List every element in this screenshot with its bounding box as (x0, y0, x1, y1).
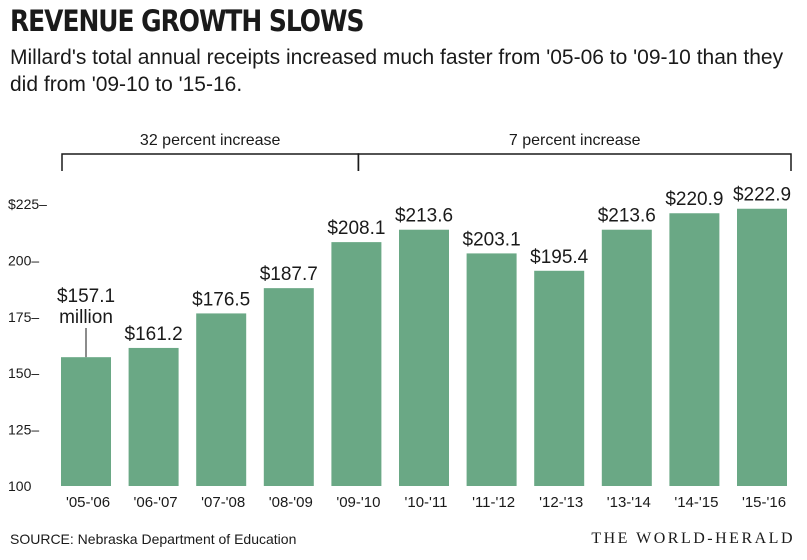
bar (399, 229, 449, 487)
chart-subtitle: Millard's total annual receipts increase… (10, 46, 784, 96)
bar (601, 229, 652, 487)
bar (534, 270, 585, 486)
bar (61, 357, 111, 486)
bar (669, 213, 720, 486)
data-label: $157.1 (57, 286, 115, 307)
bar (128, 347, 179, 486)
y-tick-label: 125– (8, 422, 39, 438)
x-tick-label: '13-'14 (607, 494, 651, 511)
x-tick-label: '08-'09 (269, 494, 313, 511)
bar-chart: 100 125– 150– 175– 200– $225– '05-'06 $157.1mil… (8, 132, 792, 511)
x-tick-label: '15-'16 (742, 494, 786, 511)
data-label: $222.9 (733, 185, 791, 206)
bar (466, 253, 517, 486)
y-tick-label: $225– (8, 196, 47, 212)
x-tick-label: '12-'13 (539, 494, 583, 511)
y-tick-label: 175– (8, 309, 39, 325)
data-label: $176.5 (192, 289, 250, 310)
bracket (357, 153, 792, 171)
data-label: $213.6 (598, 206, 656, 227)
bar (196, 313, 247, 486)
y-tick-label: 200– (8, 252, 39, 268)
bar (263, 288, 314, 486)
y-tick-label: 150– (8, 365, 39, 381)
x-tick-label: '07-'08 (201, 494, 245, 511)
chart-title: REVENUE GROWTH SLOWS (10, 4, 364, 38)
x-tick-label: '10-'11 (405, 494, 448, 511)
x-tick-label: '11-'12 (472, 494, 515, 511)
x-tick-label: '14-'15 (674, 494, 718, 511)
x-tick-label: '09-'10 (336, 494, 380, 511)
y-tick-label: 100 (8, 478, 32, 494)
bar (737, 208, 787, 486)
data-label: $213.6 (395, 206, 453, 227)
data-label: $161.2 (125, 324, 183, 345)
source-note: SOURCE: Nebraska Department of Education (10, 531, 297, 547)
x-tick-label: '05-'06 (66, 494, 110, 511)
bracket-label: 32 percent increase (140, 132, 281, 149)
data-label: $208.1 (327, 218, 385, 239)
data-label: $187.7 (260, 264, 318, 285)
data-label: $203.1 (463, 229, 521, 250)
publisher-logo: THE WORLD-HERALD (591, 530, 795, 547)
data-label-unit: million (59, 307, 113, 328)
bar (331, 242, 382, 486)
data-label: $220.9 (665, 189, 723, 210)
bracket (61, 153, 360, 171)
bracket-label: 7 percent increase (509, 132, 641, 149)
x-tick-label: '06-'07 (134, 494, 178, 511)
data-label: $195.4 (530, 247, 589, 268)
